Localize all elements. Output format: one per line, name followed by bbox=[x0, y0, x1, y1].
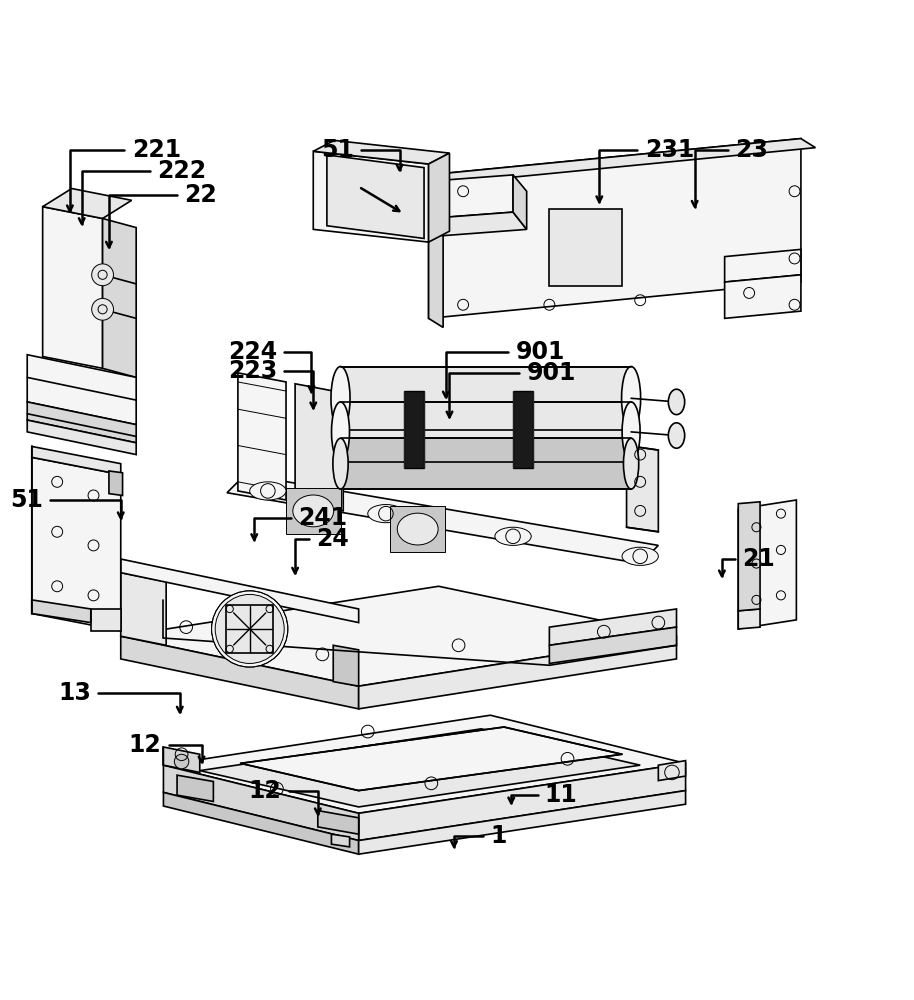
Polygon shape bbox=[240, 727, 622, 791]
Text: 1: 1 bbox=[490, 824, 506, 848]
Polygon shape bbox=[358, 636, 676, 709]
Ellipse shape bbox=[622, 367, 641, 430]
Polygon shape bbox=[90, 609, 121, 631]
Text: 12: 12 bbox=[249, 779, 282, 803]
Polygon shape bbox=[314, 140, 450, 164]
Polygon shape bbox=[429, 212, 526, 236]
Polygon shape bbox=[314, 151, 429, 242]
Polygon shape bbox=[121, 636, 358, 709]
Ellipse shape bbox=[250, 482, 286, 500]
Polygon shape bbox=[429, 175, 443, 327]
Polygon shape bbox=[121, 573, 166, 645]
Circle shape bbox=[91, 298, 113, 320]
Text: 221: 221 bbox=[132, 138, 181, 162]
Bar bbox=[286, 488, 341, 534]
Polygon shape bbox=[725, 249, 801, 282]
Circle shape bbox=[562, 222, 613, 273]
Polygon shape bbox=[295, 384, 344, 511]
Text: 241: 241 bbox=[298, 506, 347, 530]
Polygon shape bbox=[513, 175, 526, 229]
Polygon shape bbox=[725, 275, 801, 318]
Text: 222: 222 bbox=[157, 159, 207, 183]
Circle shape bbox=[215, 594, 284, 663]
Polygon shape bbox=[318, 811, 358, 834]
Text: 231: 231 bbox=[644, 138, 694, 162]
Text: 224: 224 bbox=[228, 340, 277, 364]
Polygon shape bbox=[341, 402, 631, 462]
Ellipse shape bbox=[331, 367, 350, 430]
Polygon shape bbox=[327, 155, 424, 238]
Polygon shape bbox=[358, 791, 686, 854]
Polygon shape bbox=[27, 355, 136, 425]
Polygon shape bbox=[341, 438, 631, 489]
Ellipse shape bbox=[398, 513, 438, 545]
Polygon shape bbox=[102, 218, 136, 377]
Polygon shape bbox=[334, 645, 358, 686]
Text: 21: 21 bbox=[742, 547, 775, 571]
Text: 24: 24 bbox=[316, 527, 349, 551]
Polygon shape bbox=[177, 775, 213, 801]
Polygon shape bbox=[43, 189, 132, 218]
Polygon shape bbox=[358, 763, 686, 841]
Text: 22: 22 bbox=[185, 183, 217, 207]
Polygon shape bbox=[164, 792, 358, 854]
Text: 13: 13 bbox=[58, 681, 90, 705]
Text: 901: 901 bbox=[515, 340, 565, 364]
Bar bbox=[549, 209, 622, 286]
Polygon shape bbox=[164, 715, 686, 813]
Polygon shape bbox=[164, 765, 358, 841]
Polygon shape bbox=[200, 729, 640, 807]
Ellipse shape bbox=[668, 423, 685, 448]
Polygon shape bbox=[43, 207, 102, 368]
Polygon shape bbox=[549, 627, 676, 663]
Polygon shape bbox=[429, 175, 513, 218]
Circle shape bbox=[91, 264, 113, 286]
Ellipse shape bbox=[622, 402, 640, 462]
Ellipse shape bbox=[622, 547, 658, 565]
Polygon shape bbox=[27, 402, 136, 443]
Polygon shape bbox=[627, 446, 658, 532]
Ellipse shape bbox=[332, 402, 349, 462]
Polygon shape bbox=[658, 761, 686, 781]
Ellipse shape bbox=[292, 495, 334, 527]
Text: 12: 12 bbox=[129, 733, 162, 757]
Polygon shape bbox=[164, 747, 200, 772]
Polygon shape bbox=[429, 153, 450, 242]
Polygon shape bbox=[32, 600, 90, 623]
Ellipse shape bbox=[494, 527, 531, 545]
Ellipse shape bbox=[367, 505, 404, 523]
Polygon shape bbox=[109, 471, 122, 495]
Text: 51: 51 bbox=[10, 488, 43, 512]
Text: 51: 51 bbox=[321, 138, 354, 162]
Circle shape bbox=[175, 754, 189, 769]
Polygon shape bbox=[739, 609, 760, 629]
Text: 223: 223 bbox=[228, 359, 277, 383]
Polygon shape bbox=[429, 139, 801, 318]
Polygon shape bbox=[32, 446, 121, 475]
Text: 901: 901 bbox=[526, 361, 576, 385]
Circle shape bbox=[211, 591, 288, 667]
Polygon shape bbox=[27, 420, 136, 455]
Ellipse shape bbox=[623, 438, 639, 489]
Polygon shape bbox=[332, 834, 349, 847]
Polygon shape bbox=[739, 502, 760, 611]
Polygon shape bbox=[227, 475, 658, 564]
Polygon shape bbox=[121, 586, 676, 686]
Polygon shape bbox=[429, 139, 815, 184]
Polygon shape bbox=[739, 500, 796, 629]
Polygon shape bbox=[341, 367, 631, 430]
Polygon shape bbox=[549, 609, 676, 645]
Polygon shape bbox=[238, 373, 286, 500]
Bar bbox=[513, 391, 533, 468]
Bar bbox=[404, 391, 424, 468]
Ellipse shape bbox=[333, 438, 348, 489]
Polygon shape bbox=[32, 457, 121, 631]
Bar bbox=[390, 506, 445, 552]
Text: 11: 11 bbox=[545, 783, 578, 807]
Text: 23: 23 bbox=[736, 138, 769, 162]
Polygon shape bbox=[121, 559, 358, 623]
Bar bbox=[226, 605, 273, 653]
Ellipse shape bbox=[668, 389, 685, 415]
